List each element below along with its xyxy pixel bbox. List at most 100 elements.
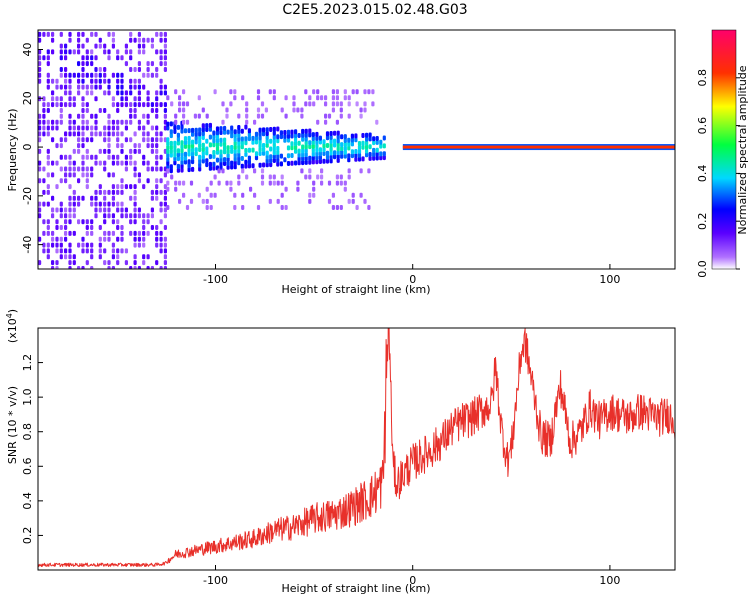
- spectrogram-cell: [272, 154, 276, 160]
- spectrogram-cell: [372, 140, 376, 146]
- spectrogram-cell: [77, 219, 81, 225]
- spectrogram-cell: [297, 133, 301, 138]
- spectrogram-cell: [155, 178, 159, 184]
- spectrogram-cell: [103, 43, 107, 49]
- spectrogram-cell: [173, 125, 177, 131]
- spectrogram-cell: [354, 152, 358, 158]
- spectrogram-cell: [325, 154, 330, 160]
- spectrogram-cell: [64, 55, 68, 61]
- spectrogram-cell: [215, 134, 220, 140]
- spectrogram-cell: [201, 198, 205, 204]
- spectrogram-cell: [59, 96, 63, 102]
- spectrogram-cell: [208, 134, 212, 140]
- spectrogram-panel: -100 0 100 -40 -20 0 20 40 Height of straight l…: [6, 29, 676, 296]
- spectrogram-cell: [343, 141, 347, 147]
- spectrogram-cell: [77, 195, 81, 201]
- spectrogram-cell: [316, 95, 320, 101]
- spectrogram-cell: [72, 230, 76, 236]
- spectrogram-cell: [221, 101, 225, 107]
- spectrogram-cell: [155, 108, 159, 113]
- spectrogram-cell: [331, 107, 335, 113]
- spectrogram-cell: [205, 127, 209, 132]
- spectrogram-cell: [146, 230, 150, 236]
- spectrogram-cell: [325, 131, 330, 137]
- spectrogram-cell: [72, 260, 76, 266]
- spectrogram-cell: [280, 192, 284, 198]
- spectrogram-cell: [372, 155, 376, 161]
- spectrogram-cell: [359, 192, 363, 198]
- spectrogram-cell: [279, 153, 283, 159]
- spectrogram-cell: [325, 143, 330, 148]
- top-y-tick-label: -40: [21, 236, 34, 254]
- spectrogram-cell: [166, 121, 170, 127]
- spectrogram-cell: [137, 213, 141, 219]
- spectrogram-cell: [301, 136, 305, 142]
- spectrogram-cell: [269, 158, 273, 164]
- spectrogram-cell: [183, 140, 188, 145]
- spectrogram-cell: [174, 89, 178, 95]
- spectrogram-cell: [233, 192, 237, 198]
- spectrogram-cell: [68, 266, 72, 269]
- spectrogram-cell: [283, 133, 287, 139]
- spectrogram-cell: [103, 213, 107, 219]
- spectrogram-cell: [103, 236, 107, 242]
- spectrogram-cell: [150, 143, 154, 149]
- spectrogram-cell: [155, 137, 159, 143]
- spectrogram-cell: [201, 154, 205, 160]
- spectrogram-cell: [163, 49, 167, 55]
- spectrogram-cell: [379, 143, 383, 149]
- spectrogram-cell: [233, 148, 237, 154]
- top-x-axis-label: Height of straight line (km): [281, 283, 430, 296]
- spectrogram-cell: [335, 205, 339, 210]
- spectrogram-cell: [155, 236, 159, 242]
- spectrogram-cell: [116, 125, 120, 131]
- spectrogram-cell: [208, 122, 212, 128]
- spectrogram-cell: [68, 78, 72, 84]
- spectrogram-cell: [284, 186, 288, 192]
- spectrogram-cell: [223, 141, 227, 147]
- spectrogram-cell: [90, 219, 94, 225]
- spectrogram-cell: [137, 67, 141, 72]
- spectrogram-cell: [55, 207, 59, 213]
- spectrogram-cell: [233, 164, 237, 170]
- spectrogram-cell: [201, 107, 205, 113]
- spectrogram-cell: [198, 139, 202, 145]
- spectrogram-cell: [150, 102, 154, 108]
- spectrogram-cell: [46, 242, 50, 248]
- spectrogram-cell: [265, 158, 269, 164]
- spectrogram-cell: [272, 180, 276, 186]
- spectrogram-cell: [304, 152, 308, 158]
- spectrogram-cell: [116, 108, 120, 113]
- spectrogram-cell: [249, 186, 253, 192]
- spectrogram-cell: [42, 178, 46, 184]
- spectrogram-cell: [294, 160, 298, 166]
- spectrogram-cell: [183, 143, 188, 149]
- spectrogram-cell: [269, 127, 273, 132]
- spectrogram-cell: [68, 49, 72, 55]
- spectrogram-cell: [68, 102, 72, 108]
- spectrogram-cell: [198, 166, 202, 172]
- spectrogram-cell: [189, 180, 194, 186]
- spectrogram-cell: [38, 37, 42, 43]
- spectrogram-cell: [133, 207, 137, 213]
- spectrogram-cell: [146, 96, 150, 102]
- spectrogram-cell: [159, 266, 163, 269]
- spectrogram-cell: [68, 119, 72, 125]
- spectrogram-cell: [315, 135, 319, 141]
- spectrogram-cell: [133, 195, 137, 201]
- spectrogram-cell: [350, 141, 354, 147]
- spectrogram-cell: [320, 95, 324, 101]
- spectrogram-cell: [163, 84, 167, 90]
- spectrogram-cell: [120, 189, 124, 195]
- spectrogram-cell: [81, 195, 85, 201]
- spectrogram-cell: [304, 89, 308, 95]
- spectrogram-cell: [182, 180, 186, 186]
- spectrogram-cell: [150, 148, 154, 154]
- spectrogram-cell: [209, 205, 213, 210]
- spectrogram-cell: [150, 195, 154, 201]
- spectrogram-cell: [336, 146, 340, 152]
- spectrogram-cell: [107, 90, 111, 96]
- spectrogram-cell: [137, 236, 141, 242]
- spectrogram-cell: [331, 95, 335, 101]
- spectrogram-cell: [375, 147, 379, 153]
